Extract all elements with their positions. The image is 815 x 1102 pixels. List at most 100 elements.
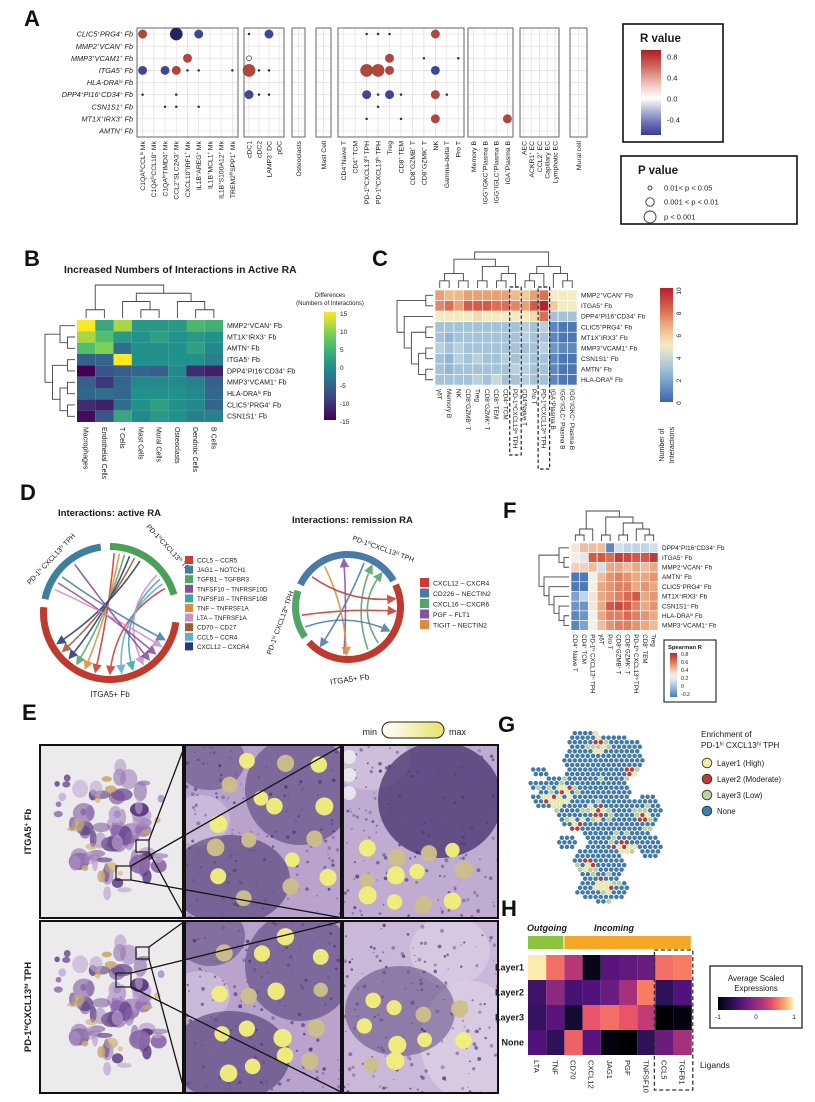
legend-item: CD70 – CD27: [197, 625, 237, 632]
row-label: AMTN+ Fb: [581, 365, 612, 373]
dendrogram: [538, 547, 569, 626]
legend-item: TNFSF10 – TNFRSF10B: [197, 596, 267, 603]
col-label: cDC2: [256, 141, 263, 158]
dot: [384, 65, 395, 76]
col-label: NK: [454, 389, 461, 399]
chord-legend: CCL5 – CCR5 JAG1 – NOTCH1 TGFB1 – TGFBR3 TN…: [185, 556, 268, 651]
colorbar-title: (Numbers of Interactions): [296, 301, 364, 307]
cb-tick: -10: [340, 401, 350, 408]
col-label: CD4+ TCM: [351, 141, 359, 174]
chord-title: Interactions: active RA: [58, 508, 161, 519]
row-label: DPP4+PI16+CD34+ Fb: [227, 367, 295, 375]
row-label: DPP4+PI16+CD34+ Fb: [581, 313, 646, 321]
row-label: MT1X+IRX3+ Fb: [581, 334, 628, 342]
col-label: IGG+IGKC+Plasma B: [481, 141, 489, 205]
dendrogram: [574, 510, 655, 541]
legend-item: TNFSF10 – TNFRSF10D: [197, 586, 268, 593]
dendrogram: [396, 294, 433, 381]
row-label: CSN1S1+ Fb: [227, 413, 267, 421]
col-label: Macrophages: [82, 427, 89, 470]
col-label: PD-1hi CXCL13hi TPH: [632, 634, 639, 693]
panel-letter-b: B: [24, 246, 40, 271]
dot: [247, 32, 251, 36]
chord-arc: [297, 551, 397, 587]
legend-item: LTA – TNFRSF1A: [197, 615, 247, 622]
dot: [171, 65, 181, 76]
panel-letter-f: F: [503, 498, 517, 523]
dendrogram: [44, 325, 75, 417]
legend-item: JAG1 – NOTCH1: [197, 567, 246, 574]
col-label: CD8+GZMK+ T: [483, 389, 491, 431]
row-label: CLIC5+PRG4+ Fb: [581, 323, 632, 331]
cb-tick: -0.2: [681, 692, 690, 698]
row-label: HLA-DRAhi Fb: [581, 376, 623, 384]
col-label: PGF: [623, 1060, 632, 1076]
cb-tick: 10: [340, 329, 348, 336]
dot: [137, 65, 148, 76]
dot: [399, 93, 403, 96]
chord-arc: [292, 589, 308, 640]
panel-b-heatmap: Increased Numbers of Interactions in Act…: [44, 265, 364, 480]
cb-tick: 0.8: [681, 652, 688, 658]
panel-letter-d: D: [20, 480, 36, 505]
col-label: Lymphatic EC: [553, 141, 560, 183]
chord-link: [74, 563, 151, 661]
col-label: C1QAhiCCLlo Mk: [139, 140, 147, 190]
dot: [182, 53, 193, 63]
legend-item: CXCL16 – CXCR6: [433, 602, 490, 609]
panel-g-title: Enrichment of: [701, 730, 752, 739]
legend-item: TGFB1 – TGFBR3: [197, 577, 250, 584]
col-label: Gamma-delta T: [444, 141, 451, 188]
col-label: PD-1hiCXCL13hi TPH: [540, 389, 548, 449]
col-label: Treg: [387, 141, 394, 155]
dot: [175, 93, 178, 96]
legend-item: PGF – FLT1: [433, 612, 470, 619]
cb-tick: 0.4: [681, 668, 688, 674]
chord-link: [301, 605, 398, 616]
chord-title: Interactions: remission RA: [292, 515, 413, 526]
col-label: CCL5: [660, 1060, 669, 1079]
dot: [267, 93, 271, 96]
col-label: Treg: [649, 634, 656, 647]
col-label: Endothelial Cells: [100, 427, 107, 480]
row-label: HLA-DRAhi Fb: [87, 78, 133, 87]
dot: [388, 32, 391, 36]
col-label: CD8+GZMB+ T: [409, 141, 417, 185]
cb-tick: 0: [681, 684, 684, 690]
dot: [231, 69, 234, 72]
dot: [384, 89, 395, 100]
row-label: MMP3+VCAM1+ Fb: [71, 54, 133, 63]
overview-image: [40, 745, 183, 918]
zoom-image: [185, 921, 341, 1093]
col-label: C1QAhiCCL18+ Mk: [150, 140, 158, 197]
r-tick: 0.4: [667, 74, 677, 83]
panel-letter-c: C: [372, 246, 388, 271]
col-label: γδT: [597, 634, 604, 645]
col-label: IGG+IGLC+ Plasma B: [559, 389, 567, 449]
group-bar: [528, 936, 564, 949]
panel-h-heatmap: Outgoing Incoming Layer1 Layer2 Layer3 None LT…: [495, 923, 803, 1093]
col-label: Mural cell: [576, 141, 583, 171]
legend-item: Layer1 (High): [717, 759, 765, 768]
legend-item: Layer3 (Low): [717, 791, 763, 800]
legend-item: CD226 – NECTIN2: [433, 591, 491, 598]
row-label: MMP2+VCAN+ Fb: [662, 563, 713, 571]
highlight-box: [653, 949, 694, 1091]
outgoing-label: Outgoing: [527, 923, 567, 933]
row-label: MT1X+IRX3+ Fb: [662, 593, 708, 601]
r-tick: 0.8: [667, 53, 677, 62]
col-label: IL1B+AREG+ Mk: [195, 140, 203, 190]
panel-letter-e: E: [22, 700, 37, 725]
cb-tick: 0: [676, 401, 683, 405]
dotplot-group: Mast Cell: [315, 27, 332, 169]
dot: [137, 29, 148, 39]
legend-swatch: [701, 757, 713, 769]
chord-arc: [110, 543, 178, 596]
chord-link: [305, 619, 391, 632]
cb-tick: 0.2: [681, 676, 688, 682]
